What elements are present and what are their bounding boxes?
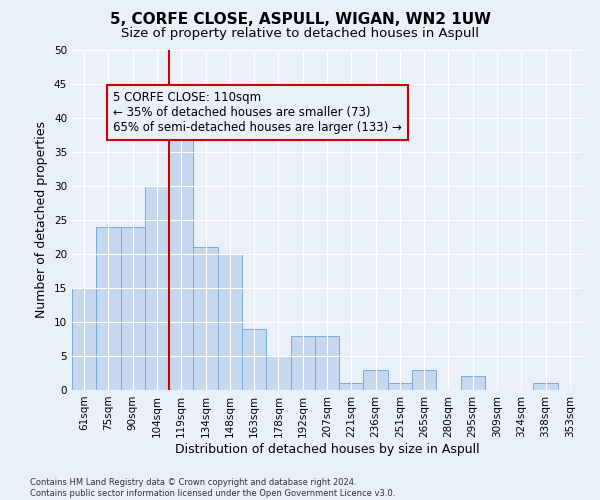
Bar bbox=[218, 254, 242, 390]
Bar bbox=[242, 329, 266, 390]
Bar bbox=[193, 247, 218, 390]
Bar bbox=[533, 383, 558, 390]
Bar bbox=[388, 383, 412, 390]
Bar bbox=[315, 336, 339, 390]
Bar bbox=[169, 125, 193, 390]
Text: Size of property relative to detached houses in Aspull: Size of property relative to detached ho… bbox=[121, 28, 479, 40]
Bar bbox=[364, 370, 388, 390]
Y-axis label: Number of detached properties: Number of detached properties bbox=[35, 122, 49, 318]
Bar bbox=[412, 370, 436, 390]
Text: 5, CORFE CLOSE, ASPULL, WIGAN, WN2 1UW: 5, CORFE CLOSE, ASPULL, WIGAN, WN2 1UW bbox=[110, 12, 491, 28]
Text: 5 CORFE CLOSE: 110sqm
← 35% of detached houses are smaller (73)
65% of semi-deta: 5 CORFE CLOSE: 110sqm ← 35% of detached … bbox=[113, 91, 401, 134]
Bar bbox=[96, 227, 121, 390]
Bar bbox=[121, 227, 145, 390]
X-axis label: Distribution of detached houses by size in Aspull: Distribution of detached houses by size … bbox=[175, 442, 479, 456]
Bar bbox=[72, 288, 96, 390]
Text: Contains HM Land Registry data © Crown copyright and database right 2024.
Contai: Contains HM Land Registry data © Crown c… bbox=[30, 478, 395, 498]
Bar bbox=[339, 383, 364, 390]
Bar bbox=[145, 186, 169, 390]
Bar bbox=[290, 336, 315, 390]
Bar bbox=[266, 356, 290, 390]
Bar bbox=[461, 376, 485, 390]
